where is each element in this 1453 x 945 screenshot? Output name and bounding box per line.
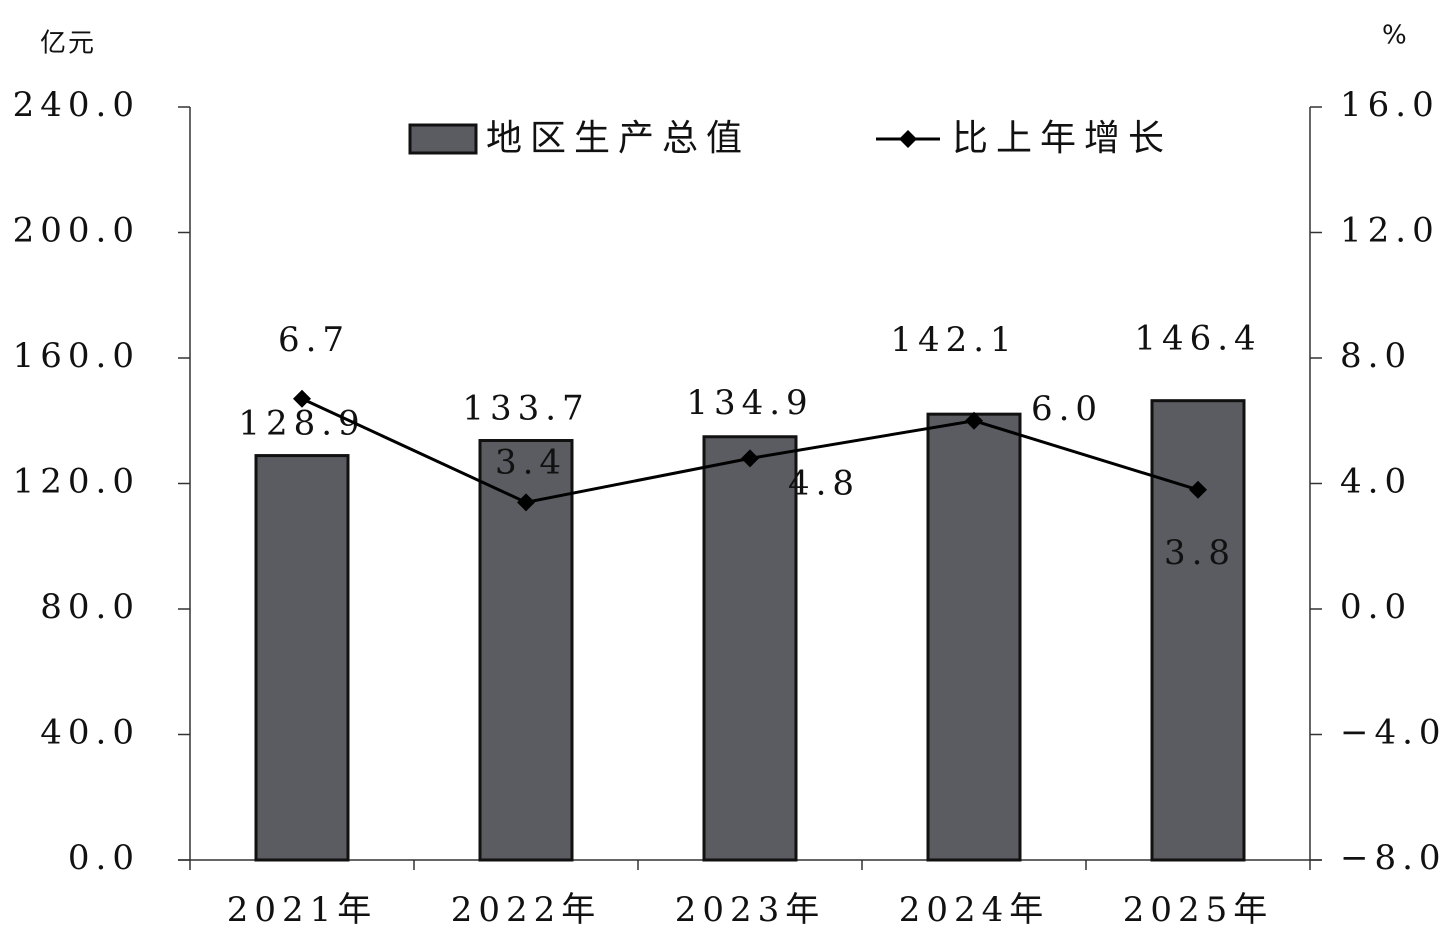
y2-tick-label: 8.0 — [1340, 336, 1412, 376]
bar-value-label: 142.1 — [890, 320, 1017, 360]
x-tick-label: 2025年 — [1123, 890, 1274, 930]
legend-label: 地区生产总值 — [486, 118, 750, 159]
line-marker — [517, 493, 535, 512]
bar — [1150, 399, 1246, 862]
y2-axis-unit: % — [1382, 21, 1409, 51]
bar-value-label: 133.7 — [462, 389, 589, 429]
line-marker — [1189, 480, 1207, 499]
bar-value-label: 146.4 — [1134, 319, 1261, 359]
line-marker — [741, 449, 759, 468]
line-value-label: 3.4 — [495, 442, 567, 482]
x-tick-label: 2022年 — [451, 890, 602, 930]
y-tick-label: 40.0 — [40, 713, 140, 753]
y2-tick-label: 4.0 — [1340, 462, 1412, 502]
y2-tick-label: 16.0 — [1340, 85, 1440, 125]
y-tick-label: 0.0 — [68, 838, 140, 878]
bar — [254, 454, 350, 862]
y2-tick-label: −4.0 — [1340, 713, 1447, 753]
y-tick-label: 240.0 — [13, 85, 140, 125]
line-value-label: 3.8 — [1164, 533, 1236, 573]
line-value-label: 6.0 — [1031, 389, 1103, 429]
bar-value-label: 128.9 — [238, 404, 365, 444]
y-tick-label: 80.0 — [40, 587, 140, 627]
y-tick-label: 120.0 — [13, 462, 140, 502]
y2-tick-label: 0.0 — [1340, 587, 1412, 627]
x-tick-label: 2024年 — [899, 890, 1050, 930]
line-marker — [965, 411, 983, 430]
line-marker — [293, 389, 311, 408]
y2-tick-label: 12.0 — [1340, 211, 1440, 251]
bar — [702, 435, 798, 862]
legend-marker — [899, 130, 917, 148]
legend-swatch — [408, 123, 478, 155]
bar — [926, 412, 1022, 862]
line-value-label: 4.8 — [788, 463, 860, 503]
y-tick-label: 160.0 — [13, 336, 140, 376]
y-axis-unit: 亿元 — [40, 29, 96, 59]
y-tick-label: 200.0 — [13, 211, 140, 251]
line-value-label: 6.7 — [278, 320, 350, 360]
x-tick-label: 2021年 — [227, 890, 378, 930]
y2-tick-label: −8.0 — [1340, 838, 1447, 878]
legend-label: 比上年增长 — [952, 118, 1172, 159]
x-tick-label: 2023年 — [675, 890, 826, 930]
bar-value-label: 134.9 — [686, 383, 813, 423]
